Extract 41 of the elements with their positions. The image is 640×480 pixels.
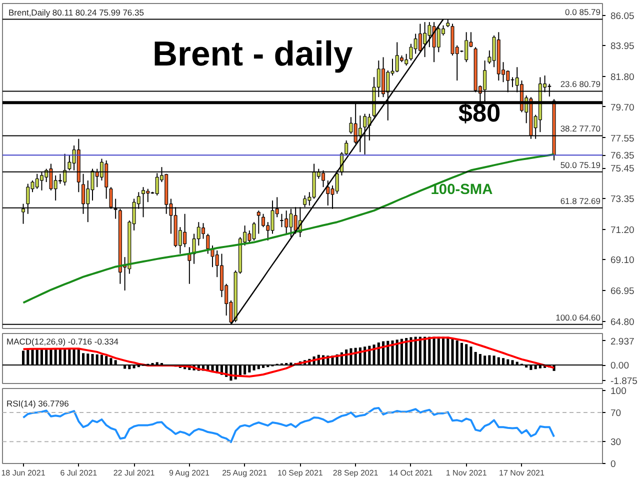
x-tick-label: 22 Jul 2021 bbox=[113, 468, 156, 478]
x-tick-label: 6 Jul 2021 bbox=[60, 468, 98, 478]
x-tick-label: 25 Aug 2021 bbox=[222, 468, 268, 478]
x-tick-label: 1 Nov 2021 bbox=[446, 468, 488, 478]
ref-line-label: 50.0 75.19 bbox=[560, 160, 601, 170]
series-label: 100-SMA bbox=[430, 182, 494, 198]
y-tick-label: 69.10 bbox=[610, 255, 634, 266]
y-tick-label: 71.20 bbox=[610, 224, 634, 236]
x-tick-label: 10 Sep 2021 bbox=[278, 468, 324, 478]
y-tick-label: 0 bbox=[610, 459, 616, 470]
y-tick-label: 100 bbox=[610, 386, 626, 398]
text: Brent - daily bbox=[152, 36, 354, 74]
text: Brent,Daily 80.11 80.24 75.99 76.35 bbox=[8, 8, 144, 18]
y-tick-label: 2.937 bbox=[610, 336, 634, 348]
ref-line-label: 23.6 80.79 bbox=[560, 79, 601, 90]
y-tick-label: 77.55 bbox=[610, 133, 634, 144]
ref-line-label: 0.0 85.79 bbox=[565, 7, 601, 18]
ref-line-label: 61.8 72.69 bbox=[560, 196, 601, 206]
y-tick-label: 73.35 bbox=[610, 194, 634, 205]
y-tick-label: 0.00 bbox=[610, 360, 629, 372]
y-tick-label: 30 bbox=[610, 437, 622, 448]
y-tick-label: 81.80 bbox=[610, 72, 634, 84]
chart-title: MACD(12,26,9) -0.716 -0.334 bbox=[6, 336, 119, 346]
y-tick-label: 75.45 bbox=[610, 164, 634, 175]
ref-line-label: 38.2 77.70 bbox=[560, 124, 601, 134]
x-tick-label: 17 Nov 2021 bbox=[499, 468, 545, 478]
y-tick-label: 64.80 bbox=[610, 316, 634, 328]
ref-line-label: 76.35 bbox=[610, 150, 634, 162]
y-tick-label: 79.70 bbox=[610, 102, 634, 114]
x-tick-label: 28 Sep 2021 bbox=[332, 468, 379, 478]
ref-line-label: 100.0 64.60 bbox=[556, 312, 601, 322]
y-tick-label: -1.875 bbox=[610, 376, 638, 387]
y-tick-label: 70 bbox=[610, 408, 622, 420]
y-tick-label: 66.95 bbox=[610, 286, 634, 297]
annotation: $80 bbox=[458, 100, 501, 128]
y-tick-label: 86.05 bbox=[610, 10, 634, 22]
x-tick-label: 18 Jun 2021 bbox=[1, 468, 46, 478]
x-tick-label: 14 Oct 2021 bbox=[389, 468, 434, 478]
text: RSI(14) 36.7796 bbox=[6, 398, 70, 408]
y-tick-label: 83.95 bbox=[610, 41, 634, 52]
x-tick-label: 9 Aug 2021 bbox=[168, 468, 210, 478]
